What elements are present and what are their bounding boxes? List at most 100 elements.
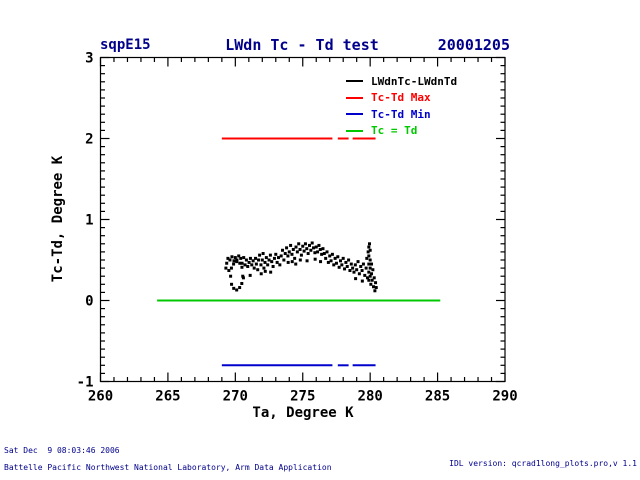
scatter-point bbox=[309, 248, 313, 252]
scatter-point bbox=[367, 242, 371, 246]
scatter-point bbox=[367, 254, 371, 258]
scatter-point bbox=[314, 245, 318, 249]
idl-version-label: IDL version: qcrad1long_plots.pro,v 1.1 bbox=[449, 459, 637, 469]
footer-version-block: IDL version: qcrad1long_plots.pro,v 1.1 … bbox=[387, 443, 637, 480]
scatter-point bbox=[322, 252, 326, 256]
scatter-point bbox=[271, 264, 275, 268]
scatter-point bbox=[325, 250, 329, 254]
scatter-point bbox=[339, 259, 343, 263]
scatter-point bbox=[363, 273, 367, 277]
scatter-point bbox=[290, 260, 294, 264]
scatter-point bbox=[269, 270, 273, 274]
scatter-point bbox=[374, 286, 378, 290]
scatter-point bbox=[360, 269, 364, 273]
scatter-point bbox=[243, 263, 247, 267]
scatter-point bbox=[238, 261, 242, 265]
scatter-point bbox=[347, 258, 351, 262]
x-tick-label: 275 bbox=[290, 389, 315, 405]
scatter-point bbox=[251, 259, 255, 263]
scatter-point bbox=[368, 258, 372, 262]
scatter-point bbox=[263, 269, 267, 273]
scatter-point bbox=[282, 258, 286, 262]
scatter-point bbox=[272, 256, 276, 260]
scatter-point bbox=[262, 266, 266, 270]
scatter-point bbox=[229, 266, 233, 270]
scatter-point bbox=[343, 267, 347, 271]
scatter-point bbox=[227, 269, 231, 273]
legend-dash-icon bbox=[346, 96, 363, 99]
site-label: sqpE15 bbox=[100, 37, 151, 53]
scatter-point bbox=[230, 255, 234, 259]
scatter-point bbox=[281, 248, 285, 252]
scatter-point bbox=[285, 246, 289, 250]
scatter-point bbox=[367, 245, 371, 249]
legend-label: Tc-Td Max bbox=[371, 91, 431, 105]
legend-item: LWdnTc-LWdnTd bbox=[346, 73, 457, 90]
scatter-point bbox=[289, 243, 293, 247]
scatter-point bbox=[337, 265, 341, 269]
scatter-point bbox=[372, 276, 376, 280]
scatter-point bbox=[238, 286, 242, 290]
y-tick-label: -1 bbox=[77, 375, 94, 391]
x-tick-label: 260 bbox=[88, 389, 113, 405]
legend-dash-icon bbox=[346, 129, 363, 132]
scatter-point bbox=[349, 262, 353, 266]
scatter-point bbox=[357, 272, 361, 276]
scatter-point bbox=[368, 266, 372, 270]
legend-dash-icon bbox=[346, 113, 363, 116]
scatter-point bbox=[316, 250, 320, 254]
scatter-point bbox=[229, 274, 233, 278]
legend-label: LWdnTc-LWdnTd bbox=[371, 74, 458, 88]
scatter-point bbox=[345, 264, 349, 268]
scatter-point bbox=[261, 252, 265, 256]
scatter-point bbox=[250, 263, 254, 267]
scatter-point bbox=[364, 266, 368, 270]
scatter-point bbox=[297, 242, 301, 246]
scatter-point bbox=[275, 260, 279, 264]
scatter-point bbox=[312, 246, 316, 250]
y-tick-label: 1 bbox=[85, 213, 93, 229]
scatter-point bbox=[291, 247, 295, 251]
legend-dash-icon bbox=[346, 80, 363, 83]
scatter-point bbox=[374, 281, 378, 285]
y-axis-title: Tc-Td, Degree K bbox=[50, 155, 66, 283]
x-tick-label: 280 bbox=[358, 389, 383, 405]
footer-timestamp: Sat Dec 9 08:03:46 2006 bbox=[4, 446, 120, 455]
x-tick-label: 265 bbox=[155, 389, 180, 405]
scatter-point bbox=[295, 250, 299, 254]
scatter-point bbox=[228, 258, 232, 262]
scatter-point bbox=[241, 276, 245, 280]
scatter-point bbox=[369, 282, 373, 286]
scatter-point bbox=[266, 263, 270, 267]
legend: LWdnTc-LWdnTd Tc-Td Max Tc-Td Min Tc = T… bbox=[346, 73, 457, 139]
scatter-point bbox=[365, 256, 369, 260]
scatter-point bbox=[276, 256, 280, 260]
scatter-point bbox=[313, 257, 317, 261]
scatter-point bbox=[306, 252, 310, 256]
scatter-point bbox=[370, 278, 374, 282]
footer-lab-label: Battelle Pacific Northwest National Labo… bbox=[4, 463, 332, 472]
scatter-point bbox=[313, 251, 317, 255]
scatter-point bbox=[279, 254, 283, 258]
legend-item: Tc-Td Min bbox=[346, 106, 457, 123]
scatter-point bbox=[274, 252, 278, 256]
legend-label: Tc = Td bbox=[371, 124, 418, 138]
scatter-point bbox=[326, 260, 330, 264]
scatter-point bbox=[321, 247, 325, 251]
y-tick-label: 0 bbox=[85, 294, 93, 310]
scatter-point bbox=[267, 258, 271, 262]
scatter-point bbox=[329, 259, 333, 263]
scatter-point bbox=[247, 260, 251, 264]
scatter-point bbox=[370, 262, 374, 266]
scatter-point bbox=[365, 276, 369, 280]
legend-item: Tc = Td bbox=[346, 123, 457, 140]
scatter-point bbox=[356, 260, 360, 264]
scatter-point bbox=[370, 272, 374, 276]
scatter-point bbox=[354, 277, 358, 281]
scatter-point bbox=[293, 256, 297, 260]
scatter-point bbox=[328, 254, 332, 258]
scatter-point bbox=[303, 242, 307, 246]
y-tick-label: 2 bbox=[85, 132, 93, 148]
scatter-point bbox=[299, 253, 303, 257]
